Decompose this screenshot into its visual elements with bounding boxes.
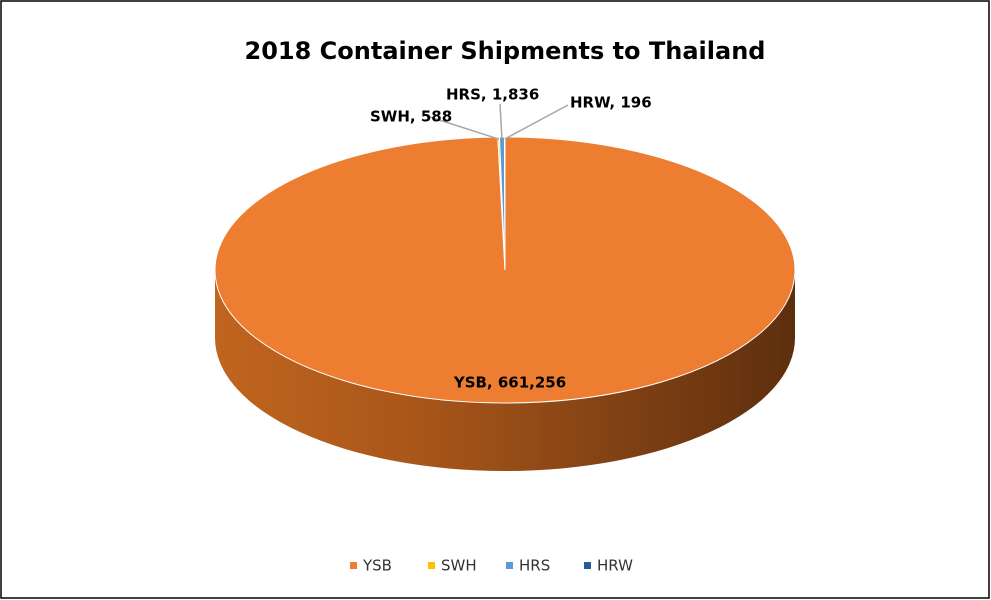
legend-swatch xyxy=(428,562,435,569)
pie-slice xyxy=(503,136,506,271)
legend-label: HRS xyxy=(519,557,550,575)
leader-line xyxy=(499,103,503,140)
legend-label: HRW xyxy=(597,557,633,575)
data-label: SWH, 588 xyxy=(370,108,452,126)
legend-swatch xyxy=(584,562,591,569)
data-label: YSB, 661,256 xyxy=(453,374,566,392)
legend-label: YSB xyxy=(362,557,392,575)
data-label: HRW, 196 xyxy=(570,94,652,112)
legend-label: SWH xyxy=(441,557,477,575)
data-label: HRS, 1,836 xyxy=(446,86,539,104)
legend-swatch xyxy=(506,562,513,569)
pie-side xyxy=(215,270,795,471)
legend-swatch xyxy=(350,562,357,569)
leader-line xyxy=(429,116,499,140)
leader-line xyxy=(504,104,569,140)
chart-title: 2018 Container Shipments to Thailand xyxy=(245,37,766,65)
